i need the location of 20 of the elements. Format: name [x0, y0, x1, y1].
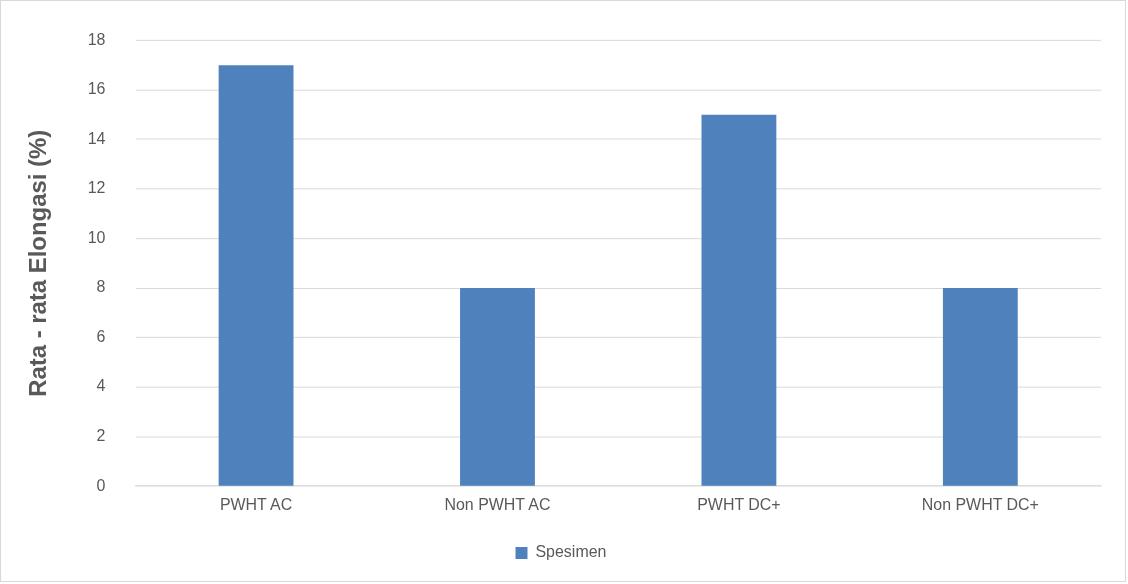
- y-tick-label: 16: [87, 80, 106, 98]
- bar: [701, 114, 777, 486]
- y-tick-label: 2: [96, 427, 106, 444]
- x-tick-label: PWHT DC+: [697, 496, 781, 514]
- y-tick-label: 0: [96, 476, 106, 494]
- bar: [218, 65, 294, 486]
- y-tick-label: 14: [87, 129, 106, 147]
- y-tick-label: 12: [87, 179, 106, 197]
- y-tick-label: 18: [87, 30, 106, 48]
- bar: [942, 288, 1018, 486]
- y-tick-label: 8: [96, 278, 106, 296]
- x-tick-label: PWHT AC: [219, 496, 293, 514]
- x-tick-label: Non PWHT DC+: [921, 496, 1039, 514]
- y-axis-title: Rata - rata Elongasi (%): [23, 129, 51, 397]
- bar: [460, 288, 535, 486]
- x-tick-label: Non PWHT AC: [444, 496, 551, 514]
- y-tick-label: 4: [96, 377, 106, 395]
- legend-label: Spesimen: [535, 543, 607, 561]
- y-tick-label: 6: [96, 327, 106, 345]
- y-tick-label: 10: [87, 228, 106, 246]
